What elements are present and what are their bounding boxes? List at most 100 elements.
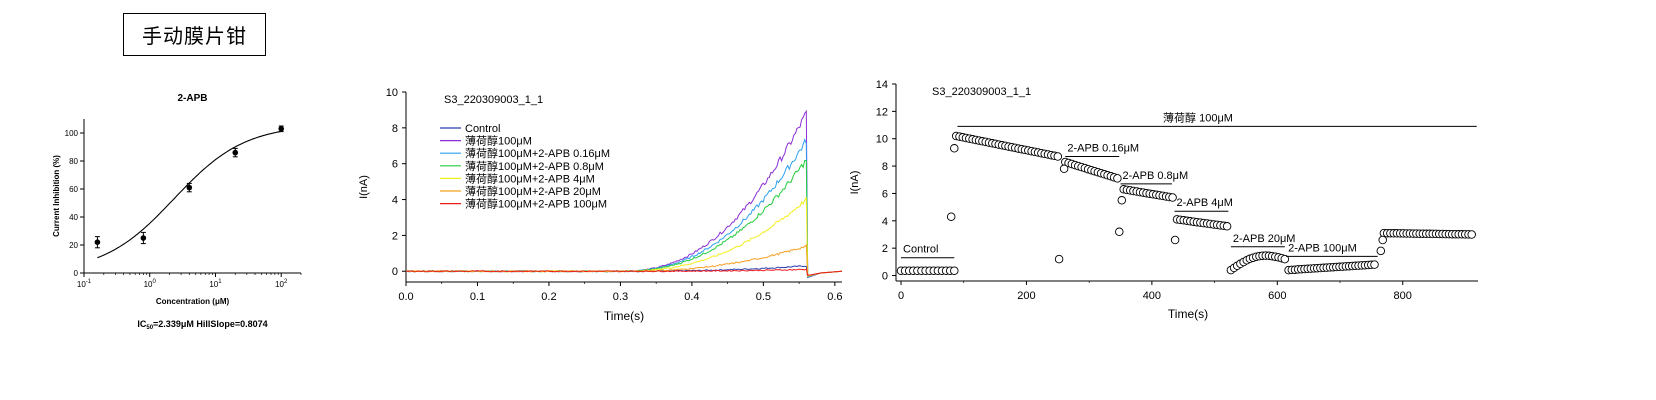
tick-base: 10 xyxy=(144,280,153,289)
chart2-legend-label: 薄荷醇100μM+2-APB 100μM xyxy=(465,197,607,211)
tick-exponent: 1 xyxy=(218,279,222,285)
chart1-y-tick-label: 80 xyxy=(69,157,78,166)
chart3-y-tick-label: 10 xyxy=(876,134,888,146)
chart1-data-point xyxy=(140,235,147,241)
chart1-x-tick-label: 10-1 xyxy=(77,279,92,289)
chart2-x-tick-label: 0.2 xyxy=(541,291,556,303)
chart1-title: 2-APB xyxy=(177,93,207,104)
chart2-y-tick-label: 8 xyxy=(392,123,398,135)
annotation-sub: 50 xyxy=(146,325,153,331)
chart1-x-tick-label: 100 xyxy=(144,279,157,289)
chart2-legend-label: 薄荷醇100μM+2-APB 4μM xyxy=(465,171,595,185)
chart2-legend-label: 薄荷醇100μM+2-APB 0.8μM xyxy=(465,159,604,173)
chart1-x-label: Concentration (μM) xyxy=(156,297,230,306)
chart2-y-tick-label: 10 xyxy=(386,87,398,99)
chart2-x-tick-label: 0.3 xyxy=(613,291,628,303)
chart3-y-tick-label: 14 xyxy=(876,79,888,91)
chart1-y-label: Current Inhibition (%) xyxy=(52,155,61,237)
tick-exponent: 0 xyxy=(153,279,157,285)
chart3-data-point xyxy=(1467,230,1476,239)
chart1-x-tick-label: 102 xyxy=(275,279,288,289)
chart1-y-tick-label: 100 xyxy=(65,129,79,138)
chart1-ic50-annotation: IC50=2.339μM HillSlope=0.8074 xyxy=(137,319,267,331)
chart3-data-point xyxy=(1168,193,1177,202)
chart3-y-tick-label: 8 xyxy=(882,161,888,173)
chart3-data-point xyxy=(1054,254,1064,264)
chart1-fit-curve xyxy=(97,130,282,259)
chart1-y-tick-label: 40 xyxy=(69,213,78,222)
chart3-x-tick-label: 800 xyxy=(1394,290,1412,302)
chart2-legend-label: 薄荷醇100μM xyxy=(465,134,532,148)
chart2-y-tick-label: 2 xyxy=(392,230,398,242)
chart3-data-point xyxy=(1113,174,1122,183)
chart1-y-tick-label: 60 xyxy=(69,185,78,194)
chart3-data-point xyxy=(1378,235,1387,245)
chart3-bar-label: 2-APB 0.8μM xyxy=(1123,170,1189,182)
chart3-bar-label: 薄荷醇 100μM xyxy=(1163,110,1233,124)
chart2-y-tick-label: 6 xyxy=(392,159,398,171)
chart3-bar-label: 2-APB 4μM xyxy=(1176,197,1232,209)
chart3-x-tick-label: 400 xyxy=(1143,290,1161,302)
chart3-data-point xyxy=(1370,260,1379,269)
chart3-data-point xyxy=(1376,246,1386,256)
chart3-y-tick-label: 2 xyxy=(882,243,888,255)
chart1-data-point xyxy=(186,184,193,191)
chart3-title: S3_220309003_1_1 xyxy=(932,86,1031,98)
chart3-y-tick-label: 12 xyxy=(876,106,888,118)
chart3-data-point xyxy=(1115,227,1124,237)
chart3-y-tick-label: 6 xyxy=(882,188,888,200)
chart1-y-tick-label: 20 xyxy=(69,241,78,250)
chart2-x-tick-label: 0.4 xyxy=(684,291,699,303)
chart3-y-label: I(nA) xyxy=(849,171,861,195)
chart3-data-point xyxy=(1280,254,1290,264)
chart3-y-tick-label: 0 xyxy=(882,271,888,283)
annotation-post: =2.339μM HillSlope=0.8074 xyxy=(153,319,268,329)
chart3-data-point xyxy=(1117,196,1127,205)
chart3-x-tick-label: 600 xyxy=(1268,290,1286,302)
chart2-x-tick-label: 0.1 xyxy=(470,291,485,303)
current-traces-chart: 0 2 4 6 8 10 0.0 0.1 0.2 0.3 0.4 0.5 0.6 Time(s) I(nA)… xyxy=(358,87,843,323)
chart3-x-label: Time(s) xyxy=(1168,307,1208,321)
annotation-pre: IC xyxy=(137,319,147,329)
tick-base: 10 xyxy=(209,280,218,289)
chart2-legend-label: Control xyxy=(465,123,500,135)
time-course-chart: 0 2 4 6 8 10 12 14 0 200 400 600 800 Time(s) I(nA) S3_2… xyxy=(849,79,1478,321)
chart3-data-point xyxy=(1170,235,1180,245)
chart3-data-point xyxy=(946,212,956,221)
chart3-data-point xyxy=(950,144,959,153)
chart2-trace-line xyxy=(405,268,843,276)
chart2-x-label: Time(s) xyxy=(604,309,644,323)
chart3-data-point xyxy=(1053,152,1063,161)
chart3-x-tick-label: 200 xyxy=(1017,290,1035,302)
chart2-title: S3_220309003_1_1 xyxy=(444,94,543,106)
chart1-y-tick-label: 0 xyxy=(74,269,79,278)
chart3-bar-label: Control xyxy=(903,244,938,256)
chart2-legend-label: 薄荷醇100μM+2-APB 0.16μM xyxy=(465,146,610,160)
tick-base: 10 xyxy=(275,280,284,289)
page-title: 手动膜片钳 xyxy=(123,13,266,56)
chart2-x-tick-label: 0.0 xyxy=(398,291,413,303)
chart3-y-tick-label: 4 xyxy=(882,216,888,228)
chart1-x-tick-label: 101 xyxy=(209,279,222,289)
tick-exponent: -1 xyxy=(86,279,92,285)
chart1-data-point xyxy=(232,149,239,156)
chart1-data-point xyxy=(94,239,101,245)
chart2-legend-label: 薄荷醇100μM+2-APB 20μM xyxy=(465,184,601,198)
chart3-bar-label: 2-APB 20μM xyxy=(1233,233,1296,245)
chart2-y-tick-label: 4 xyxy=(392,195,398,207)
chart2-x-tick-label: 0.5 xyxy=(756,291,771,303)
chart3-data-point xyxy=(1222,222,1232,231)
chart1-data-point xyxy=(278,126,285,132)
chart2-y-tick-label: 0 xyxy=(392,266,398,278)
chart3-data-point xyxy=(950,266,959,275)
chart3-bar-label: 2-APB 0.16μM xyxy=(1067,143,1139,155)
chart3-data-point xyxy=(1059,164,1069,174)
chart3-x-tick-label: 0 xyxy=(898,290,904,302)
tick-base: 10 xyxy=(77,280,86,289)
chart2-x-tick-label: 0.6 xyxy=(827,291,842,303)
tick-exponent: 2 xyxy=(284,279,288,285)
chart2-y-label: I(nA) xyxy=(358,175,370,199)
chart3-bar-label: 2-APB 100μM xyxy=(1288,242,1357,254)
